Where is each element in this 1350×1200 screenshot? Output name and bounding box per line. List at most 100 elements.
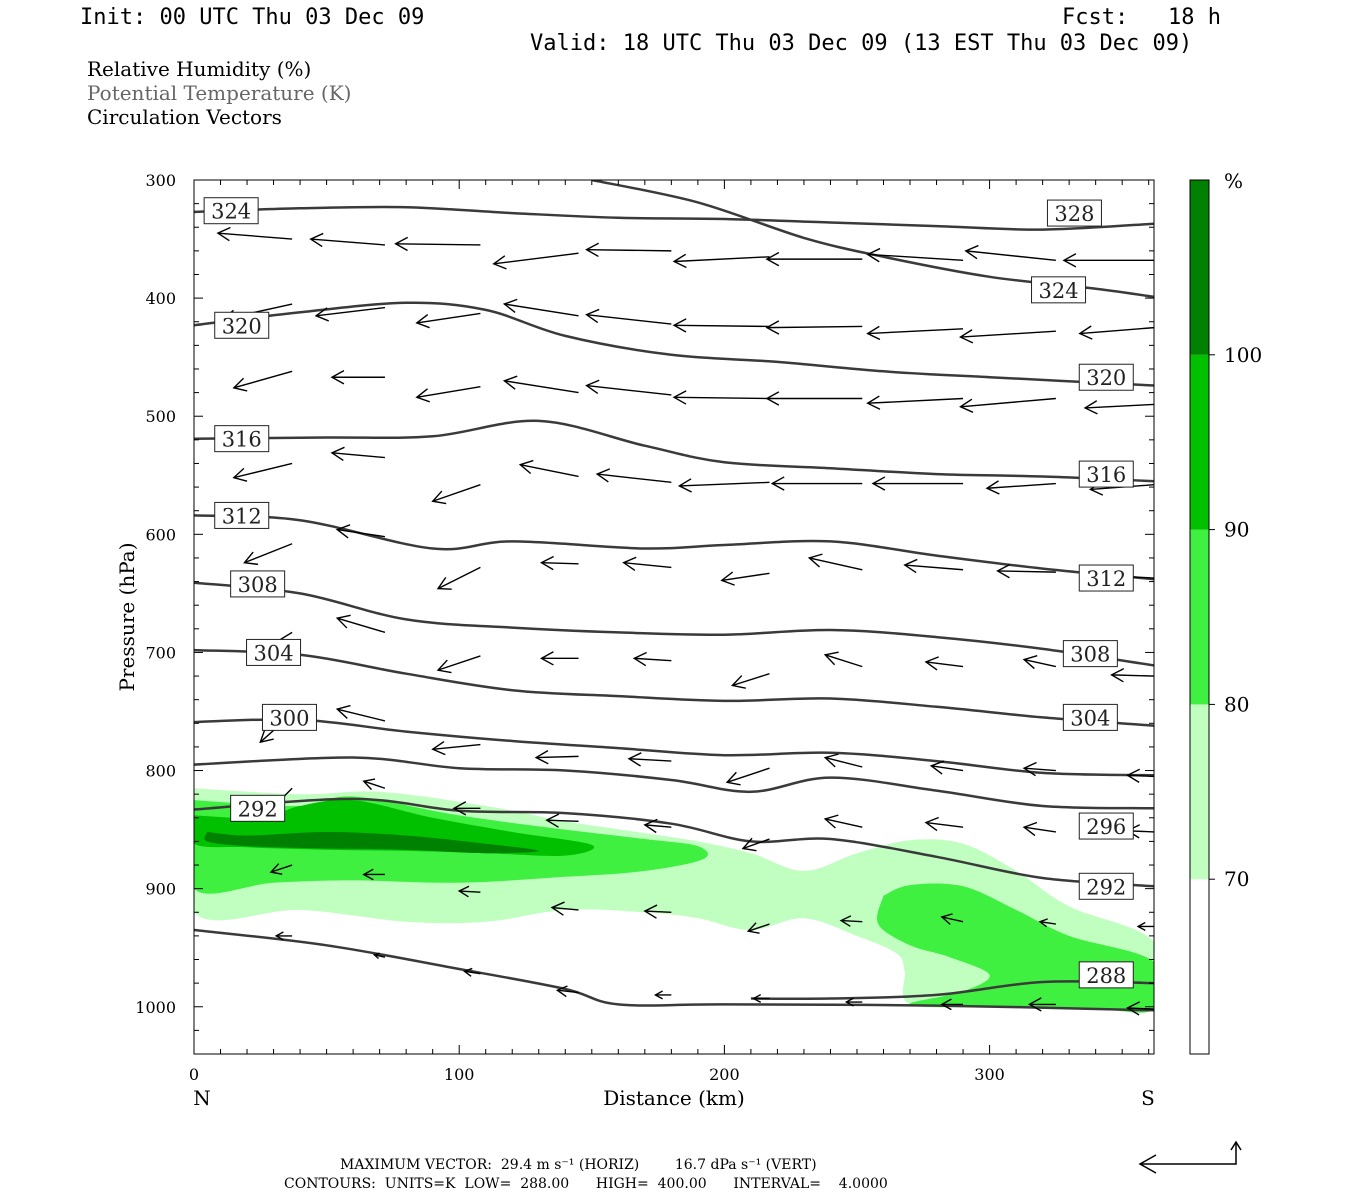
contour-label-text: 312 [1086,567,1126,591]
vector-head [232,467,248,482]
rh-shading [194,788,1154,1013]
circulation-vector [720,571,770,586]
vector-head [964,244,979,260]
vector-head [622,556,637,572]
circulation-vector [545,813,579,828]
circulation-vector [964,244,1056,262]
circulation-vector [839,915,863,927]
vector-head [518,459,534,475]
vector-head [929,760,945,775]
circulation-vector [362,778,386,791]
vector-shaft [644,910,672,913]
circulation-vector [1022,821,1056,837]
vector-shaft [634,657,672,662]
vector-head [940,998,952,1011]
circulation-vector [539,555,579,571]
circulation-vector [555,985,579,998]
circulation-vector [415,312,481,329]
vector-head [394,236,409,252]
circulation-vector [643,818,672,834]
contour-label-text: 292 [238,797,278,821]
circulation-vector [335,704,386,722]
vector-shaft [586,248,672,252]
vector-head [1083,400,1098,415]
vector-head [1126,768,1141,783]
vector-shaft [623,561,672,569]
contour-label-box [230,570,286,598]
vector-shaft [941,916,964,923]
circulation-vector [672,318,770,333]
vector-shaft [464,970,481,975]
contour-label: 324 [203,197,259,225]
circulation-vector [1038,918,1056,928]
contour-label-box [230,794,286,822]
vector-head [807,553,823,568]
contour-label: 312 [1078,564,1134,592]
theta-contour-304 [194,648,1154,727]
contour-label-box [1078,363,1134,391]
vector-shaft [546,819,579,823]
circulation-vector [807,553,863,571]
vector-head [632,651,647,667]
circulation-vector [741,837,770,852]
circulation-vector [996,563,1056,579]
circulation-vector [672,253,770,269]
vector-head [866,395,881,410]
vector-shaft [1127,1007,1154,1010]
vector-shaft [337,708,386,722]
vector-shaft [331,452,386,459]
contour-label: 304 [246,638,302,666]
circulation-vector [585,242,672,258]
vector-head [452,801,467,816]
vector-shaft [310,238,385,246]
vector-head [539,555,554,571]
circulation-vector [463,967,481,977]
circulation-vector [1027,997,1056,1012]
vector-head [866,325,881,341]
circulation-vector [823,753,863,768]
circulation-vector [924,816,964,832]
vector-shaft [1024,767,1056,772]
y-tick-label: 700 [145,643,176,662]
circulation-vector [765,391,863,406]
vector-head [431,740,446,756]
vector-head [746,922,760,934]
contour-label: 320 [1078,363,1134,391]
vector-head [463,967,473,977]
vector-head [1022,761,1037,777]
vector-shaft [233,462,293,479]
vector-shaft [726,767,770,784]
circulation-vector [243,543,293,566]
vector-shaft [432,484,481,502]
vector-shaft [960,330,1056,338]
vector-shaft [1039,921,1056,925]
vector-shaft [1079,326,1154,335]
vector-shaft [551,906,579,911]
vector-head [362,778,376,791]
vector-head [871,476,886,491]
vector-shaft [1023,826,1056,833]
vector-shaft [432,743,481,750]
vector-head [335,704,351,719]
vector-head [502,298,518,313]
circulation-vector [539,651,579,666]
circulation-vector [362,868,385,881]
contour-label-box [1046,199,1102,227]
vector-shaft [960,397,1056,408]
x-tick-label: 0 [189,1065,199,1084]
vector-shaft [748,923,770,932]
vector-head [539,651,554,666]
vector-head [1078,325,1093,340]
vector-shaft [679,481,770,487]
circulation-vector [823,814,863,829]
vector-head [431,490,447,505]
contour-label-text: 312 [222,504,262,528]
vector-shaft [1127,774,1154,778]
circulation-vector [232,370,293,392]
circulation-vector [765,251,863,267]
vector-head [309,232,324,248]
theta-contour-320 [194,301,1154,387]
contour-label-text: 320 [222,314,262,338]
forecast-hour: Fcst: 18 h [1062,5,1221,30]
vector-head [752,993,762,1004]
